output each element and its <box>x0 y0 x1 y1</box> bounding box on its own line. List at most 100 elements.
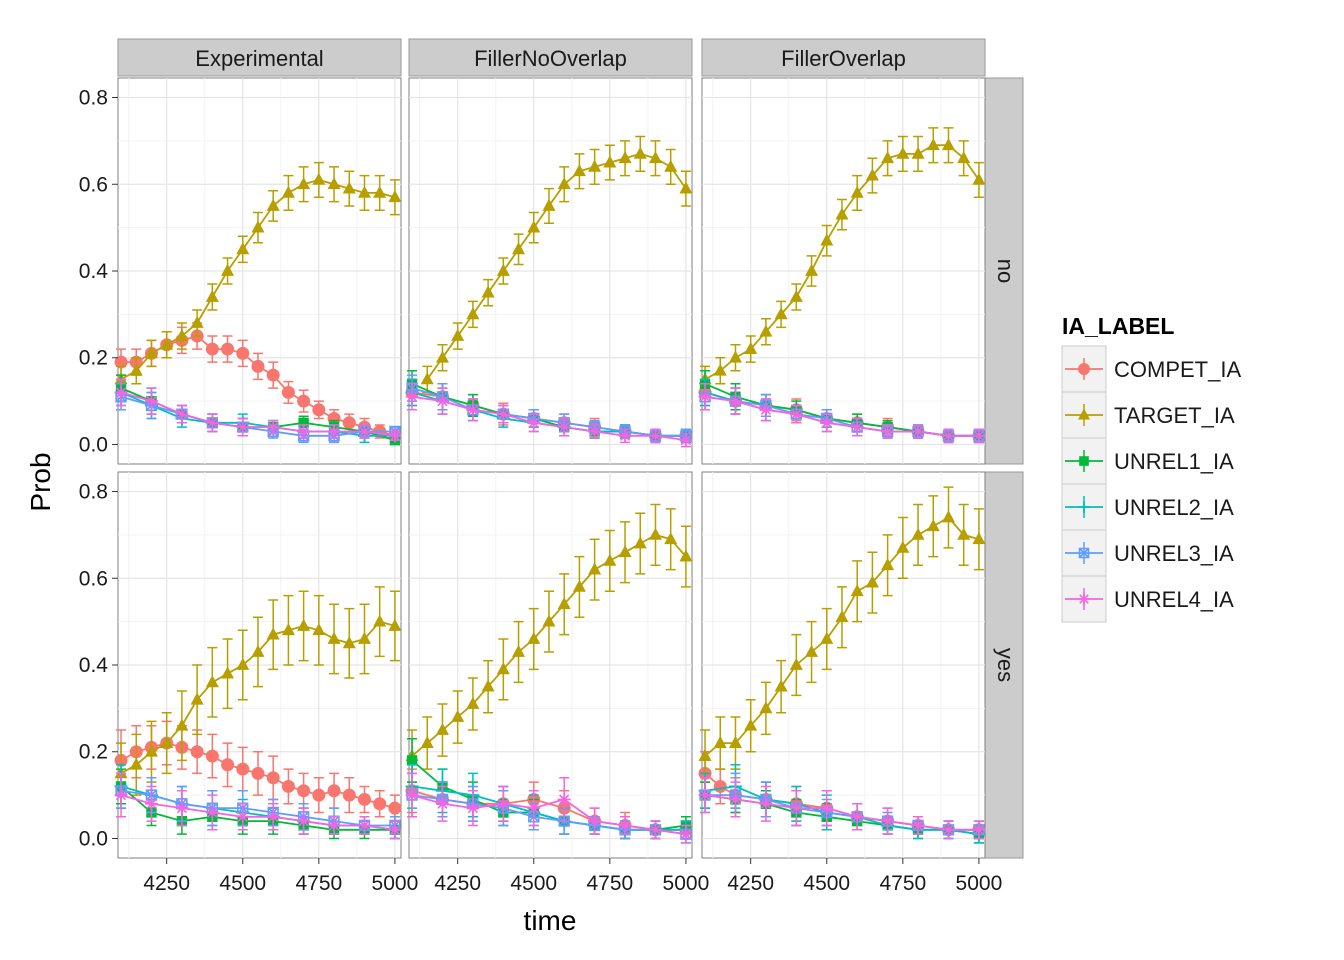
data-point <box>618 151 632 164</box>
data-point <box>435 722 449 735</box>
data-point <box>466 307 480 320</box>
series-panel <box>114 772 402 840</box>
data-point <box>298 417 309 428</box>
series-line <box>120 789 395 827</box>
series-panel <box>114 378 402 443</box>
data-point <box>160 735 174 748</box>
data-point <box>251 220 265 233</box>
data-point <box>648 429 662 443</box>
series-panel <box>698 383 986 444</box>
facet-col-label: FillerNoOverlap <box>474 46 627 71</box>
data-point <box>388 801 402 815</box>
data-point <box>312 623 326 636</box>
series-panel <box>405 503 693 783</box>
data-point <box>744 341 758 354</box>
data-point <box>205 805 219 819</box>
data-point <box>881 558 895 571</box>
facet-strip-col <box>408 38 693 77</box>
legend-label: UNREL4_IA <box>1114 587 1234 612</box>
data-point <box>972 172 986 185</box>
series-line <box>704 794 979 831</box>
legend-item: UNREL1_IA <box>1061 437 1234 485</box>
data-point <box>648 823 662 837</box>
data-point <box>1078 363 1090 375</box>
data-point <box>850 420 864 434</box>
data-point <box>297 618 311 631</box>
facet-panel <box>408 77 693 465</box>
data-point <box>557 792 571 806</box>
data-point <box>633 146 647 159</box>
data-point <box>648 527 662 540</box>
data-point <box>236 657 250 670</box>
data-point <box>466 403 480 417</box>
data-point <box>972 823 986 837</box>
facet-strip-col <box>701 38 986 77</box>
data-point <box>190 692 204 705</box>
data-point <box>496 797 510 811</box>
panels-layer: Experimental FillerNoOverlap FillerOverlap… <box>114 38 1024 859</box>
data-point <box>388 429 402 443</box>
data-point <box>698 788 712 802</box>
data-point <box>648 151 662 164</box>
data-point <box>205 289 219 302</box>
data-point <box>759 403 773 417</box>
series-line <box>704 395 979 437</box>
data-point <box>144 797 158 811</box>
data-point <box>820 233 834 246</box>
x-tick-label: 5000 <box>956 872 1003 895</box>
data-point <box>435 350 449 363</box>
data-point <box>713 779 727 793</box>
data-point <box>388 823 402 837</box>
data-point <box>957 151 971 164</box>
legend-title: IA_LABEL <box>1062 313 1174 339</box>
x-tick-label: 4500 <box>219 872 266 895</box>
data-point <box>1078 547 1090 559</box>
data-point <box>820 631 834 644</box>
data-point <box>144 744 158 757</box>
data-point <box>865 575 879 588</box>
data-point <box>144 394 158 408</box>
data-point <box>327 818 341 832</box>
data-point <box>388 618 402 631</box>
data-point <box>1079 456 1089 466</box>
legend-label: UNREL2_IA <box>1114 495 1234 520</box>
data-point <box>618 545 632 558</box>
facet-panel <box>701 77 986 465</box>
series-line <box>411 395 687 441</box>
data-point <box>114 788 128 802</box>
data-point <box>698 748 712 761</box>
data-point <box>342 416 356 430</box>
data-point <box>327 784 341 798</box>
facet-panel <box>117 77 402 465</box>
data-point <box>205 342 219 356</box>
data-point <box>312 172 326 185</box>
facet-strip-col <box>117 38 402 77</box>
data-point <box>728 735 742 748</box>
y-tick-label: 0.6 <box>79 173 108 196</box>
data-point <box>357 424 371 438</box>
data-point <box>190 315 204 328</box>
data-point <box>312 403 326 417</box>
data-point <box>388 190 402 203</box>
data-point <box>496 662 510 675</box>
data-point <box>728 350 742 363</box>
series-panel <box>698 127 986 394</box>
facet-col-label: Experimental <box>195 46 323 71</box>
data-point <box>342 181 356 194</box>
series-unrel4-ia <box>114 378 986 844</box>
data-point <box>327 411 341 425</box>
data-point <box>266 627 280 640</box>
y-tick-labels: 0.0 0.2 0.4 0.6 0.8 0.0 0.2 0.4 0.6 0.8 <box>79 87 118 850</box>
data-point <box>205 416 219 430</box>
data-point <box>129 363 143 376</box>
legend-label: UNREL1_IA <box>1114 449 1234 474</box>
y-tick-label: 0.2 <box>79 741 108 764</box>
data-point <box>281 779 295 793</box>
facet-panel <box>701 471 986 859</box>
data-point <box>236 242 250 255</box>
series-target-ia <box>114 127 986 805</box>
data-point <box>618 429 632 443</box>
x-axis-title: time <box>524 905 577 936</box>
x-tick-label: 4250 <box>434 872 481 895</box>
